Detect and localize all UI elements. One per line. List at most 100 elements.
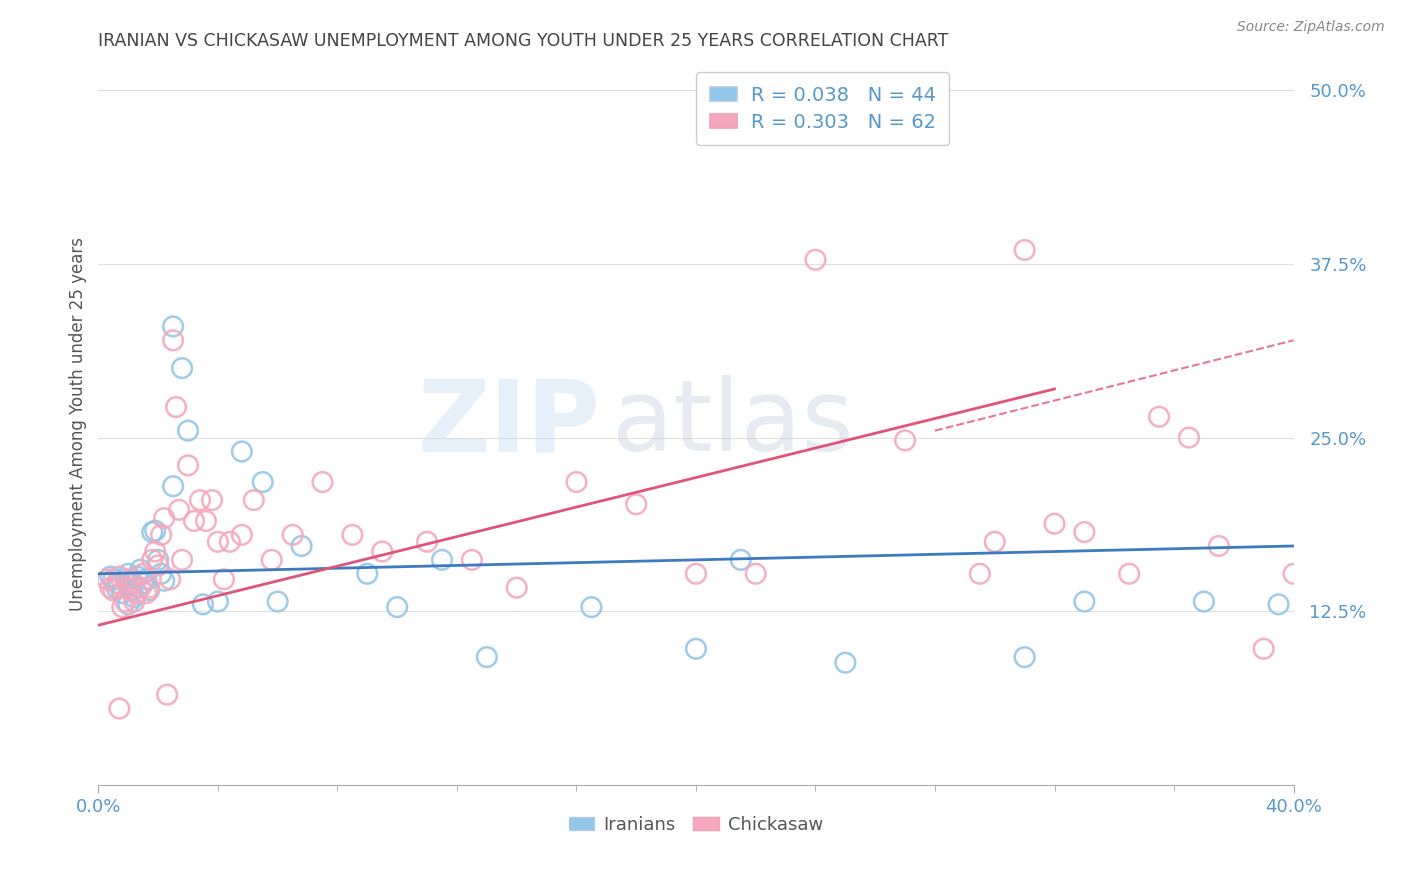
Point [581, 600, 603, 615]
Point [207, 534, 229, 549]
Point [475, 650, 498, 665]
Point [1267, 598, 1289, 612]
Point [138, 581, 160, 595]
Point [969, 566, 991, 581]
Point [98, 569, 122, 583]
Point [141, 553, 163, 567]
Point [172, 361, 194, 376]
Point [506, 581, 529, 595]
Point [150, 566, 173, 581]
Point [114, 572, 136, 586]
Point [804, 252, 827, 267]
Point [108, 576, 131, 591]
Point [177, 458, 200, 473]
Point [105, 581, 128, 595]
Point [626, 497, 648, 511]
Point [172, 553, 194, 567]
Point [148, 558, 170, 573]
Point [114, 594, 136, 608]
Point [127, 569, 149, 583]
Point [207, 594, 229, 608]
Point [103, 583, 125, 598]
Point [311, 475, 333, 489]
Text: Source: ZipAtlas.com: Source: ZipAtlas.com [1237, 20, 1385, 34]
Point [124, 594, 146, 608]
Point [231, 528, 253, 542]
Text: atlas: atlas [613, 376, 853, 472]
Point [129, 581, 152, 595]
Point [1208, 539, 1230, 553]
Point [834, 656, 856, 670]
Point [260, 553, 283, 567]
Point [143, 524, 166, 538]
Point [231, 444, 253, 458]
Point [1178, 431, 1201, 445]
Legend: Iranians, Chickasaw: Iranians, Chickasaw [561, 808, 831, 841]
Point [188, 493, 211, 508]
Point [156, 688, 179, 702]
Point [153, 574, 176, 588]
Point [195, 514, 218, 528]
Point [120, 583, 142, 598]
Point [132, 566, 155, 581]
Point [730, 553, 752, 567]
Point [105, 576, 128, 591]
Point [565, 475, 588, 489]
Point [148, 553, 170, 567]
Point [135, 572, 157, 586]
Point [165, 400, 187, 414]
Point [385, 600, 409, 615]
Point [177, 424, 200, 438]
Point [1147, 409, 1170, 424]
Point [138, 583, 160, 598]
Point [162, 319, 184, 334]
Point [103, 572, 125, 586]
Text: IRANIAN VS CHICKASAW UNEMPLOYMENT AMONG YOUTH UNDER 25 YEARS CORRELATION CHART: IRANIAN VS CHICKASAW UNEMPLOYMENT AMONG … [98, 32, 949, 50]
Point [281, 528, 304, 542]
Point [143, 544, 166, 558]
Point [135, 586, 157, 600]
Point [120, 576, 142, 591]
Point [1073, 594, 1095, 608]
Point [153, 511, 176, 525]
Point [183, 514, 205, 528]
Point [117, 581, 139, 595]
Point [1014, 650, 1036, 665]
Point [98, 581, 122, 595]
Point [132, 576, 155, 591]
Text: ZIP: ZIP [418, 376, 600, 472]
Point [108, 569, 131, 583]
Point [201, 493, 224, 508]
Point [461, 553, 484, 567]
Point [219, 534, 242, 549]
Point [117, 598, 139, 612]
Point [191, 598, 214, 612]
Point [685, 641, 707, 656]
Point [111, 586, 134, 600]
Point [745, 566, 768, 581]
Point [108, 701, 131, 715]
Point [243, 493, 266, 508]
Point [685, 566, 707, 581]
Point [117, 566, 139, 581]
Point [371, 544, 394, 558]
Point [124, 591, 146, 605]
Point [416, 534, 439, 549]
Point [127, 586, 149, 600]
Point [1073, 524, 1095, 539]
Y-axis label: Unemployment Among Youth under 25 years: Unemployment Among Youth under 25 years [69, 236, 87, 611]
Point [150, 528, 173, 542]
Point [984, 534, 1007, 549]
Point [1043, 516, 1066, 531]
Point [252, 475, 274, 489]
Point [894, 434, 917, 448]
Point [141, 524, 163, 539]
Point [159, 572, 181, 586]
Point [96, 572, 118, 586]
Point [212, 572, 235, 586]
Point [1282, 566, 1305, 581]
Point [1014, 243, 1036, 257]
Point [342, 528, 364, 542]
Point [120, 572, 142, 586]
Point [1192, 594, 1215, 608]
